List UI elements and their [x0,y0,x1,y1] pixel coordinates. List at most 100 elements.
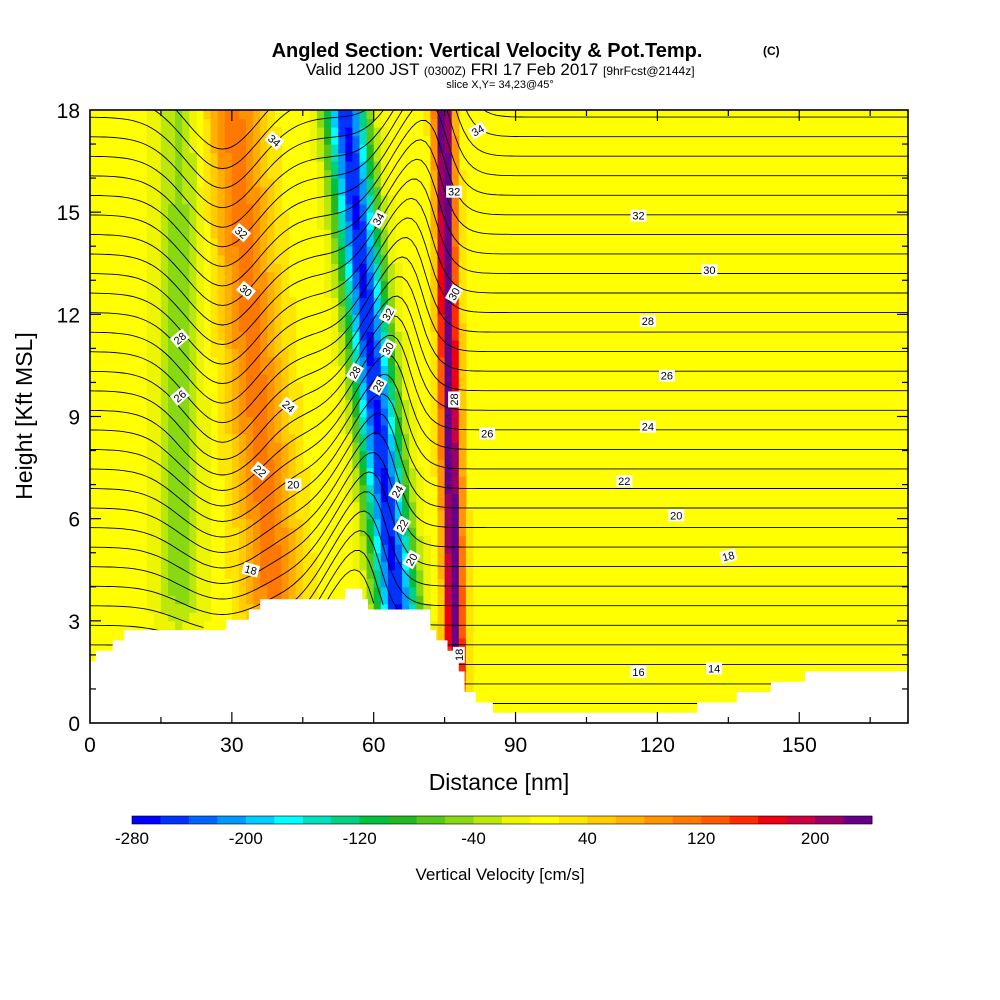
velocity-cell [288,390,297,401]
contour-label-box [378,338,398,359]
velocity-cell [444,484,453,494]
velocity-cell [380,135,389,145]
velocity-cell [253,390,261,401]
velocity-cell [366,501,375,511]
velocity-cell [345,459,354,469]
velocity-cell [465,671,474,682]
velocity-cell [437,135,446,145]
velocity-cell [260,118,268,128]
velocity-cell [210,254,219,264]
velocity-cell [380,356,389,367]
velocity-cell [366,373,375,384]
velocity-cell [168,297,176,307]
theta-contour [90,119,908,287]
velocity-cell [217,118,226,128]
velocity-cell [224,569,233,579]
velocity-cell [288,425,297,435]
velocity-cell [281,356,290,367]
velocity-cell [394,305,403,315]
velocity-cell [189,552,197,562]
velocity-cell [295,493,304,503]
velocity-cell [196,356,205,367]
velocity-cell [380,331,389,341]
velocity-cell [217,212,226,222]
velocity-cell [175,578,183,588]
velocity-cell [409,484,417,494]
velocity-cell [238,365,247,375]
velocity-cell [182,144,190,154]
velocity-cell [444,135,453,145]
velocity-cell [409,586,417,596]
velocity-cell [224,493,233,503]
velocity-cell [231,271,240,281]
velocity-cell [189,416,197,426]
velocity-cell [387,390,396,401]
velocity-cell [182,399,190,409]
velocity-cell [231,476,240,486]
velocity-cell [160,501,169,511]
contour-label-box [701,264,718,277]
theta-contour [465,110,908,138]
velocity-cell [267,467,275,477]
velocity-cell [444,127,453,137]
velocity-cell [189,620,197,630]
velocity-cell [430,288,439,298]
colorbar-cell [217,816,247,824]
velocity-cell [380,390,389,401]
velocity-cell [444,246,453,256]
velocity-cell [175,527,183,537]
velocity-cell [338,348,346,358]
velocity-cell [224,152,233,162]
velocity-cell [253,110,261,120]
velocity-cell [430,373,439,384]
velocity-cell [253,280,261,290]
velocity-cell [231,603,240,613]
velocity-cell [366,356,375,367]
velocity-cell [458,663,467,673]
velocity-cell [203,118,212,128]
velocity-cell [281,493,290,503]
velocity-cell [458,254,467,264]
velocity-cell [146,578,155,588]
velocity-cell [338,416,346,426]
velocity-cell [402,569,410,579]
contour-label-text: 32 [448,187,460,199]
velocity-cell [224,425,233,435]
velocity-cell [231,518,240,528]
velocity-cell [281,220,290,230]
velocity-cell [182,518,190,528]
velocity-cell [444,212,453,222]
velocity-cell [224,229,233,239]
velocity-cell [274,237,283,247]
velocity-cell [253,407,261,418]
velocity-cell [146,144,155,154]
velocity-cell [380,416,389,426]
velocity-cell [274,382,283,392]
velocity-cell [146,186,155,196]
velocity-cell [224,459,233,469]
velocity-cell [324,161,332,171]
velocity-cell [352,212,361,222]
velocity-cell [146,229,155,239]
velocity-cell [451,212,460,222]
velocity-cell [189,127,197,137]
velocity-cell [168,288,176,298]
velocity-cell [387,467,396,477]
velocity-cell [231,254,240,264]
velocity-cell [458,518,467,528]
velocity-cell [402,544,410,554]
velocity-cell [153,416,162,426]
velocity-cell [231,152,240,162]
velocity-cell [409,569,417,579]
velocity-cell [153,254,162,264]
velocity-cell [224,365,233,375]
velocity-cell [246,110,254,120]
velocity-cell [267,271,275,281]
velocity-cell [359,578,368,588]
velocity-cell [394,356,403,367]
contour-label-box [444,283,464,304]
velocity-cell [352,382,361,392]
velocity-cell [175,569,183,579]
velocity-cell [366,518,375,528]
velocity-cell [175,348,183,358]
